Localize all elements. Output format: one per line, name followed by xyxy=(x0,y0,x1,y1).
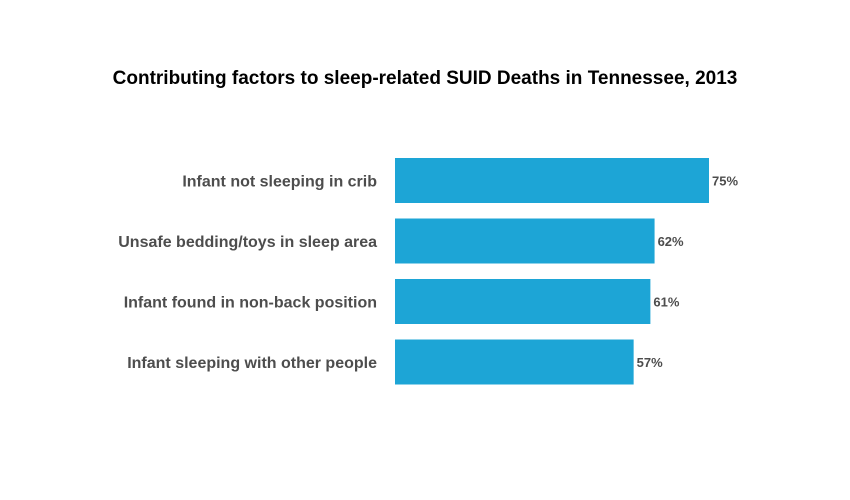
value-label-2: 62% xyxy=(658,234,684,249)
bars-group: Infant not sleeping in crib 75% Unsafe bed… xyxy=(118,158,738,385)
chart-title: Contributing factors to sleep-related SU… xyxy=(112,68,738,89)
category-label-2: Unsafe bedding/toys in sleep area xyxy=(118,234,377,251)
bar-2 xyxy=(395,218,655,264)
category-label-4: Infant sleeping with other people xyxy=(127,355,377,372)
category-label-3: Infant found in non-back position xyxy=(124,295,377,312)
value-label-3: 61% xyxy=(653,295,679,310)
bar-1 xyxy=(395,158,709,203)
category-label-1: Infant not sleeping in crib xyxy=(182,174,377,191)
bar-4 xyxy=(395,339,634,385)
value-label-4: 57% xyxy=(637,355,663,370)
value-label-1: 75% xyxy=(712,174,738,189)
bar-3 xyxy=(395,279,651,324)
